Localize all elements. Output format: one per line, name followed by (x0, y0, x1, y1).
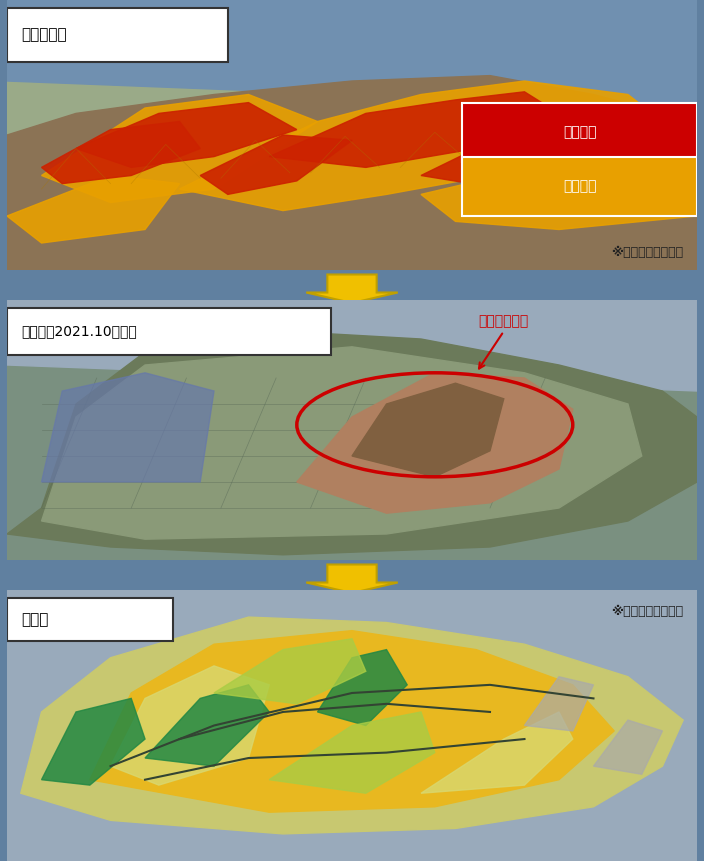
Polygon shape (42, 698, 145, 785)
Polygon shape (421, 148, 697, 230)
Polygon shape (269, 712, 435, 793)
Text: 切土範囲: 切土範囲 (563, 179, 596, 194)
Polygon shape (7, 590, 697, 861)
Text: ※土地利用別に着色: ※土地利用別に着色 (611, 246, 683, 259)
Polygon shape (593, 720, 662, 774)
Polygon shape (42, 373, 214, 482)
FancyArrow shape (306, 275, 398, 303)
Polygon shape (42, 95, 318, 202)
Polygon shape (42, 121, 200, 183)
Polygon shape (214, 639, 366, 703)
Polygon shape (90, 630, 614, 812)
Polygon shape (42, 347, 642, 539)
Polygon shape (421, 712, 573, 793)
FancyBboxPatch shape (463, 102, 697, 162)
FancyBboxPatch shape (7, 598, 172, 641)
Polygon shape (21, 617, 683, 834)
Text: 盛土範囲: 盛土範囲 (563, 126, 596, 139)
Polygon shape (145, 684, 269, 766)
FancyArrow shape (306, 565, 398, 593)
Text: 施行中の範囲: 施行中の範囲 (479, 313, 529, 328)
Polygon shape (7, 0, 697, 108)
Polygon shape (524, 677, 593, 731)
Polygon shape (200, 135, 352, 195)
Text: ※土地利用別に着色: ※土地利用別に着色 (611, 605, 683, 618)
Polygon shape (318, 649, 407, 726)
Polygon shape (269, 92, 559, 167)
Polygon shape (297, 373, 573, 513)
Polygon shape (180, 81, 662, 211)
Polygon shape (7, 76, 697, 270)
Polygon shape (7, 331, 697, 554)
Polygon shape (421, 121, 628, 189)
Polygon shape (111, 666, 269, 785)
Text: 完成時: 完成時 (21, 612, 48, 628)
FancyBboxPatch shape (7, 8, 228, 62)
Polygon shape (7, 0, 697, 270)
Polygon shape (7, 300, 697, 391)
Polygon shape (76, 102, 297, 167)
FancyBboxPatch shape (7, 307, 332, 355)
Text: 施工時（2021.10時点）: 施工時（2021.10時点） (21, 325, 137, 338)
Text: 工事着手前: 工事着手前 (21, 28, 66, 42)
Polygon shape (7, 176, 180, 243)
FancyBboxPatch shape (463, 157, 697, 216)
Polygon shape (352, 383, 504, 477)
